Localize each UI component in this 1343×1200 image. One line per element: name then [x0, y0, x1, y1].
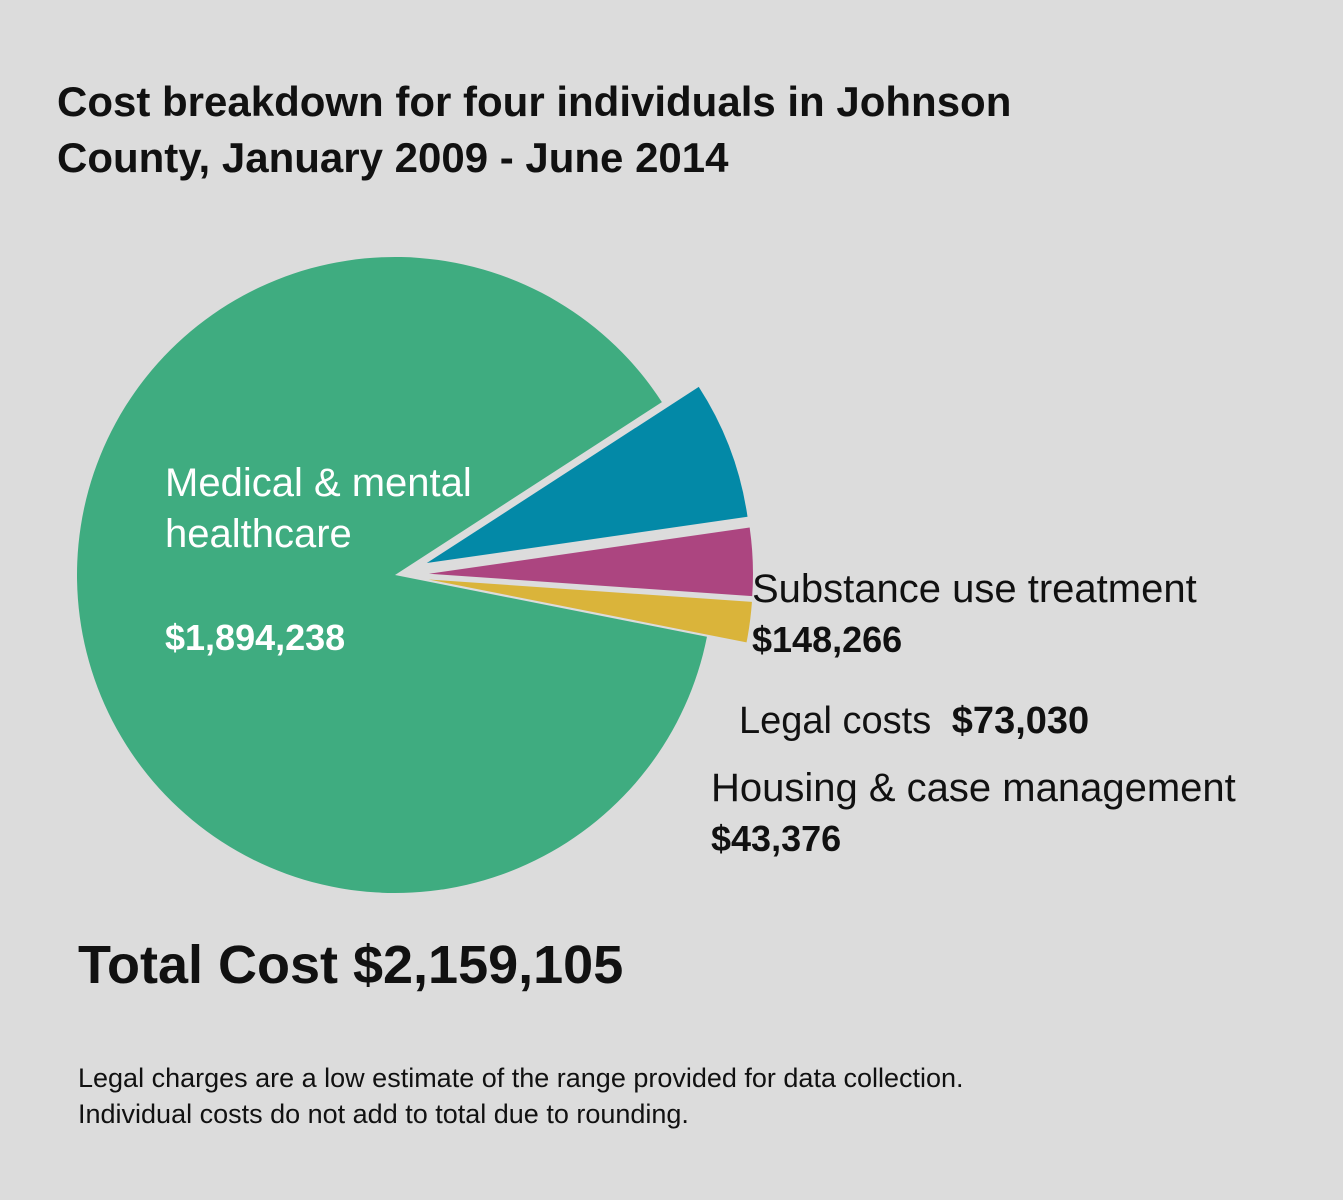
slice-housing — [428, 579, 752, 643]
slice-value-medical: $1,894,238 — [165, 617, 345, 658]
slice-medical — [76, 257, 707, 894]
slice-substance-use — [426, 386, 748, 564]
footnotes: Legal charges are a low estimate of the … — [78, 1060, 1278, 1132]
slice-label-medical-line-1: Medical & mental — [165, 461, 472, 505]
slice-labels: Medical & mental healthcare $1,894,238 S… — [165, 461, 1236, 859]
slice-value-substance: $148,266 — [752, 619, 902, 660]
chart-title-line-2: County, January 2009 - June 2014 — [57, 134, 729, 181]
slice-value-housing: $43,376 — [711, 818, 841, 859]
slice-label-legal: Legal costs — [739, 700, 931, 742]
chart-title-line-1: Cost breakdown for four individuals in J… — [57, 78, 1012, 125]
pie-slices — [76, 257, 753, 894]
chart-title: Cost breakdown for four individuals in J… — [57, 74, 1237, 186]
slice-legal — [428, 527, 753, 597]
total-cost: Total Cost $2,159,105 — [78, 935, 624, 995]
footnote-rounding: Individual costs do not add to total due… — [78, 1099, 689, 1129]
slice-label-medical: Medical & mental healthcare — [165, 461, 483, 556]
slice-value-legal: $73,030 — [952, 700, 1089, 742]
slice-label-housing: Housing & case management — [711, 766, 1236, 810]
slice-label-substance: Substance use treatment — [752, 567, 1197, 611]
footnote-legal-estimate: Legal charges are a low estimate of the … — [78, 1063, 964, 1093]
slice-label-medical-line-2: healthcare — [165, 512, 352, 556]
slice-label-legal-row: Legal costs $73,030 — [739, 700, 1089, 742]
